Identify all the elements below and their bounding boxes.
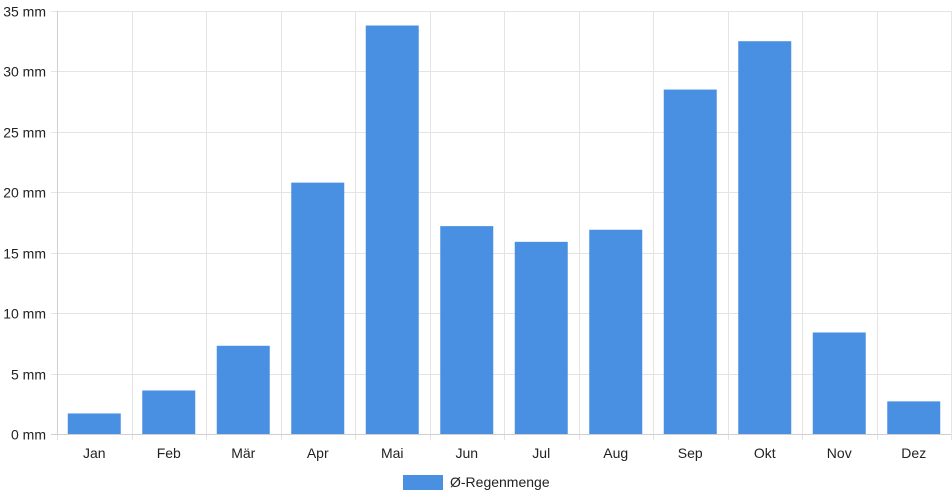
y-tick-label: 35 mm: [3, 4, 46, 20]
y-tick-label: 30 mm: [3, 64, 46, 80]
bar-dez[interactable]: [887, 401, 941, 434]
x-tick-label: Mai: [381, 445, 404, 461]
bar-jan[interactable]: [67, 413, 121, 434]
y-tick-label: 25 mm: [3, 125, 46, 141]
bar-apr[interactable]: [291, 182, 345, 434]
bar-mär[interactable]: [216, 345, 270, 434]
y-tick-label: 0 mm: [11, 427, 46, 443]
bar-okt[interactable]: [738, 41, 792, 434]
x-tick-label: Dez: [901, 445, 926, 461]
x-tick-label: Jan: [83, 445, 106, 461]
y-tick-label: 5 mm: [11, 367, 46, 383]
x-tick-label: Okt: [754, 445, 776, 461]
y-tick-label: 20 mm: [3, 185, 46, 201]
bar-sep[interactable]: [663, 89, 717, 435]
x-axis-tick-labels: Jan Feb Mär Apr Mai Jun Jul Aug Sep Okt Nov Dez: [83, 445, 926, 461]
y-axis-tick-labels: 0 mm 5 mm 10 mm 15 mm 20 mm 25 mm 30 mm 35 mm: [3, 4, 46, 443]
x-tick-label: Jul: [532, 445, 550, 461]
legend[interactable]: Ø-Regenmenge: [403, 474, 550, 490]
bar-nov[interactable]: [812, 332, 866, 434]
x-tick-label: Aug: [603, 445, 628, 461]
axes: [51, 11, 951, 435]
y-tick-label: 10 mm: [3, 306, 46, 322]
bar-mai[interactable]: [365, 25, 419, 434]
bar-aug[interactable]: [589, 229, 643, 434]
y-tick-label: 15 mm: [3, 246, 46, 262]
bars: [67, 25, 941, 435]
bar-feb[interactable]: [142, 390, 196, 434]
bar-jul[interactable]: [514, 241, 568, 434]
grid-lines: [51, 11, 952, 440]
x-tick-label: Jun: [455, 445, 478, 461]
legend-swatch[interactable]: [403, 475, 443, 490]
x-tick-label: Mär: [231, 445, 255, 461]
x-tick-label: Feb: [157, 445, 181, 461]
x-tick-label: Nov: [827, 445, 852, 461]
x-tick-label: Sep: [678, 445, 703, 461]
legend-label[interactable]: Ø-Regenmenge: [450, 474, 550, 490]
bar-jun[interactable]: [440, 226, 494, 434]
x-tick-label: Apr: [307, 445, 329, 461]
